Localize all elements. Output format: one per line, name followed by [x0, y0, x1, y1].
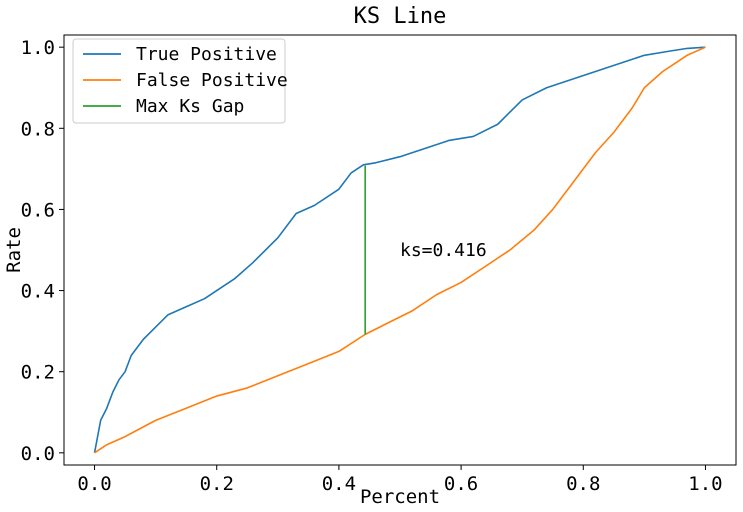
y-tick-label: 0.8 [21, 118, 55, 140]
plot-area: 0.0 0.2 0.4 0.6 0.8 1.0 0.0 0.2 0.4 0.6 0.8 1.0 ks… [21, 34, 737, 495]
y-tick-label: 0.4 [21, 281, 55, 303]
chart-title: KS Line [354, 4, 447, 29]
x-axis: 0.0 0.2 0.4 0.6 0.8 1.0 [77, 465, 723, 495]
legend-box [72, 38, 286, 124]
y-tick-label: 0.0 [21, 443, 55, 465]
x-tick-label: 0.6 [444, 473, 478, 495]
annotations: ks=0.416 [400, 240, 487, 261]
legend: True Positive False Positive Max Ks Gap [72, 38, 288, 124]
x-tick-label: 0.0 [77, 473, 111, 495]
series-line-0 [93, 46, 706, 453]
x-axis-label: Percent [360, 486, 440, 508]
y-tick-label: 0.6 [21, 199, 55, 221]
y-axis: 0.0 0.2 0.4 0.6 0.8 1.0 [21, 37, 64, 465]
x-tick-label: 0.2 [200, 473, 234, 495]
ks-annotation: ks=0.416 [400, 240, 487, 261]
series-lines [93, 46, 706, 454]
plot-frame [63, 34, 737, 466]
legend-entry: Max Ks Gap [136, 96, 244, 117]
y-tick-label: 0.2 [21, 362, 55, 384]
y-tick-label: 1.0 [21, 37, 55, 59]
x-tick-label: 0.4 [322, 473, 356, 495]
x-tick-label: 1.0 [688, 473, 722, 495]
x-tick-label: 0.8 [566, 473, 600, 495]
legend-entry: True Positive [136, 44, 277, 65]
legend-entry: False Positive [136, 70, 288, 91]
y-axis-label: Rate [3, 227, 25, 273]
series-line-1 [94, 46, 706, 454]
